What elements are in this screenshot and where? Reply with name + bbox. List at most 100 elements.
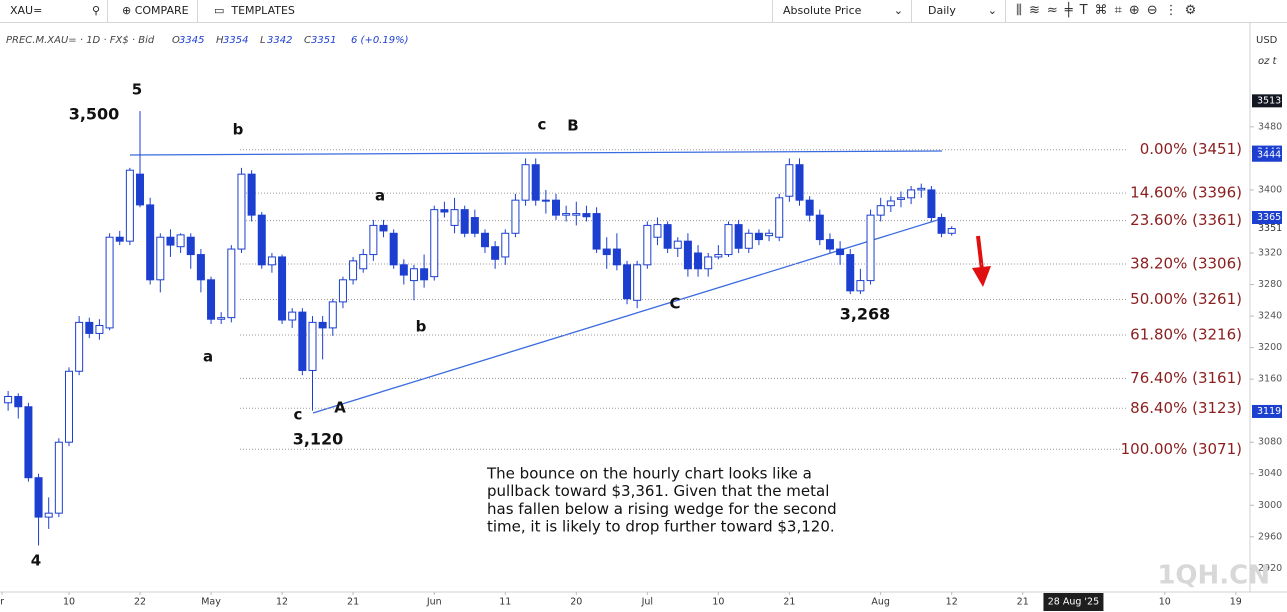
candle-body xyxy=(572,213,581,216)
interval: Daily xyxy=(928,4,956,17)
commentary-line: time, it is likely to drop further towar… xyxy=(487,518,835,536)
candle-body xyxy=(765,232,774,237)
x-tick-label: 19 xyxy=(1230,597,1242,608)
candle-body xyxy=(399,264,408,276)
candle-body xyxy=(105,236,114,329)
candle-body xyxy=(562,213,571,216)
fib-label: 61.80% (3216) xyxy=(1130,325,1242,343)
candle-body xyxy=(389,232,398,266)
fib-label: 23.60% (3361) xyxy=(1130,211,1242,229)
candle-body xyxy=(704,256,713,270)
price-mode: Absolute Price xyxy=(783,4,862,17)
candle-body xyxy=(673,240,682,249)
wave-label: A xyxy=(334,399,346,417)
candle-body xyxy=(846,254,855,292)
candle-body xyxy=(196,254,205,281)
candle-body xyxy=(85,321,94,334)
search-icon: ⚲ xyxy=(92,4,101,17)
candle-body xyxy=(612,248,621,266)
ohlc-value: 3351 xyxy=(311,35,336,46)
candle-body xyxy=(379,224,388,232)
candle-body xyxy=(795,164,804,201)
candle-body xyxy=(866,214,875,282)
toolbar: XAU= ⚲ ⊕ COMPARE ▭ TEMPLATES Absolute Pri… xyxy=(0,0,1287,23)
candle-body xyxy=(440,209,449,213)
header-symbol: PREC.M.XAU= · 1D · FX$ · Bid xyxy=(6,35,155,46)
y-tick-label: 2960 xyxy=(1258,531,1282,542)
ohlc-prefix: L xyxy=(260,35,266,46)
candle-body xyxy=(653,224,662,238)
candle-body xyxy=(338,279,347,303)
ohlc-prefix: H xyxy=(216,35,224,46)
ohlc-value: 3345 xyxy=(179,35,204,46)
candle-body xyxy=(308,321,317,371)
candle-body xyxy=(623,264,632,300)
wave-label: 4 xyxy=(31,552,41,570)
candle-body xyxy=(207,279,216,320)
interval-select[interactable]: Daily ⌄ xyxy=(918,0,1006,22)
wave-label: a xyxy=(375,187,385,205)
candle-body xyxy=(633,264,642,301)
x-tick-label: 21 xyxy=(347,597,359,608)
ohlc-value: 3342 xyxy=(267,35,292,46)
candle-body xyxy=(420,268,429,281)
x-tick-label: 10 xyxy=(63,597,75,608)
candle-body xyxy=(744,232,753,249)
candle-body xyxy=(683,240,692,270)
candle-body xyxy=(156,236,165,281)
candle-body xyxy=(501,232,510,258)
resistance-line xyxy=(129,150,943,156)
y-tick-label: 2920 xyxy=(1258,563,1282,574)
candle-body xyxy=(460,209,469,234)
price-mode-select[interactable]: Absolute Price ⌄ xyxy=(772,0,912,22)
candle-body xyxy=(907,189,916,199)
compare-label: COMPARE xyxy=(134,4,189,17)
symbol: XAU= xyxy=(10,4,43,17)
candle-body xyxy=(44,512,53,518)
candle-body xyxy=(328,301,337,329)
candle-body xyxy=(75,321,84,372)
y-tick-label: 3400 xyxy=(1258,184,1282,195)
tool-icons[interactable]: ⫼≋≈╪T⌘⌗⊕⊖⋮⚙ xyxy=(1016,3,1204,18)
ohlc-prefix: C xyxy=(304,35,311,46)
chart: PREC.M.XAU= · 1D · FX$ · Bid O 3345 H 3354 L… xyxy=(0,22,1287,611)
symbol-search[interactable]: XAU= ⚲ xyxy=(0,0,108,22)
x-tick-label: 10 xyxy=(712,597,724,608)
candle-body xyxy=(166,236,175,246)
ohlc-value: 3354 xyxy=(223,35,248,46)
fib-label: 38.20% (3306) xyxy=(1130,255,1242,273)
candle-body xyxy=(917,187,926,191)
candle-body xyxy=(247,173,256,216)
candle-body xyxy=(886,200,895,207)
candle-body xyxy=(785,164,794,197)
candle-body xyxy=(836,248,845,256)
y-tick-label: 3160 xyxy=(1258,374,1282,385)
compare-button[interactable]: ⊕ COMPARE xyxy=(112,0,198,22)
candle-body xyxy=(582,213,591,218)
templates-button[interactable]: ▭ TEMPLATES xyxy=(214,4,295,17)
x-tick-label: Jun xyxy=(426,597,442,608)
candle-body xyxy=(409,268,418,282)
candle-body xyxy=(24,406,33,479)
candle-body xyxy=(450,209,459,226)
y-tick-label: 3480 xyxy=(1258,121,1282,132)
fib-label: 0.00% (3451) xyxy=(1140,140,1242,158)
candle-body xyxy=(349,260,358,281)
candle-body xyxy=(805,199,814,216)
candle-body xyxy=(4,395,13,404)
price-tag-label: 3365 xyxy=(1257,212,1281,223)
candle-body xyxy=(125,169,134,242)
commentary-line: has fallen below a rising wedge for the … xyxy=(487,500,837,518)
fib-label: 50.00% (3261) xyxy=(1130,290,1242,308)
last-price: 3351 xyxy=(1258,223,1282,234)
candle-body xyxy=(937,217,946,234)
candle-body xyxy=(237,173,246,250)
candle-body xyxy=(278,256,287,321)
x-tick-label: 12 xyxy=(276,597,288,608)
candle-body xyxy=(643,224,652,266)
candle-body xyxy=(34,477,43,518)
wave-label: c xyxy=(294,406,303,424)
x-tick-label: 20 xyxy=(570,597,582,608)
price-tag xyxy=(1252,211,1282,225)
